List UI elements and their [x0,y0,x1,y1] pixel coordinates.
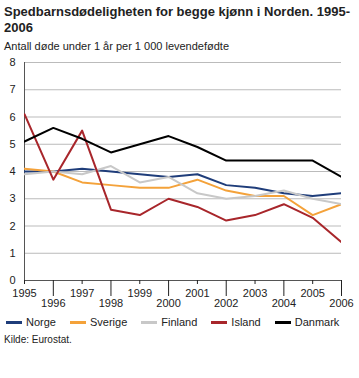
html-text:Norge: Norge [26,316,56,328]
svg-text:2: 2 [9,220,15,232]
svg-text:0: 0 [9,274,15,286]
svg-text:1997: 1997 [70,287,94,299]
svg-text:2000: 2000 [156,297,180,309]
svg-text:4: 4 [9,165,15,177]
html-text:Danmark: Danmark [294,316,340,328]
svg-text:2006: 2006 [329,297,353,309]
svg-text:1999: 1999 [128,287,152,299]
html-text:Spedbarnsdødeligheten for begg: Spedbarnsdødeligheten for begge kjønn i … [4,4,350,35]
svg-text:2004: 2004 [272,297,296,309]
svg-text:1995: 1995 [12,287,36,299]
svg-text:6: 6 [9,111,15,123]
html-text:Island: Island [231,316,261,328]
svg-text:1996: 1996 [41,297,65,309]
svg-text:3: 3 [9,192,15,204]
svg-text:5: 5 [9,138,15,150]
svg-text:1: 1 [9,247,15,259]
svg-text:2001: 2001 [185,287,209,299]
html-text:Antall døde under 1 år per 1 0: Antall døde under 1 år per 1 000 levende… [4,40,229,52]
svg-text:8: 8 [9,56,15,68]
html-text:Kilde: Eurostat.: Kilde: Eurostat. [4,334,72,345]
svg-text:2003: 2003 [243,287,267,299]
html-text:Sverige: Sverige [90,316,128,328]
html-text:Finland: Finland [161,316,198,328]
svg-text:7: 7 [9,83,15,95]
svg-text:2005: 2005 [300,287,324,299]
svg-text:1998: 1998 [99,297,123,309]
svg-text:2002: 2002 [214,297,238,309]
